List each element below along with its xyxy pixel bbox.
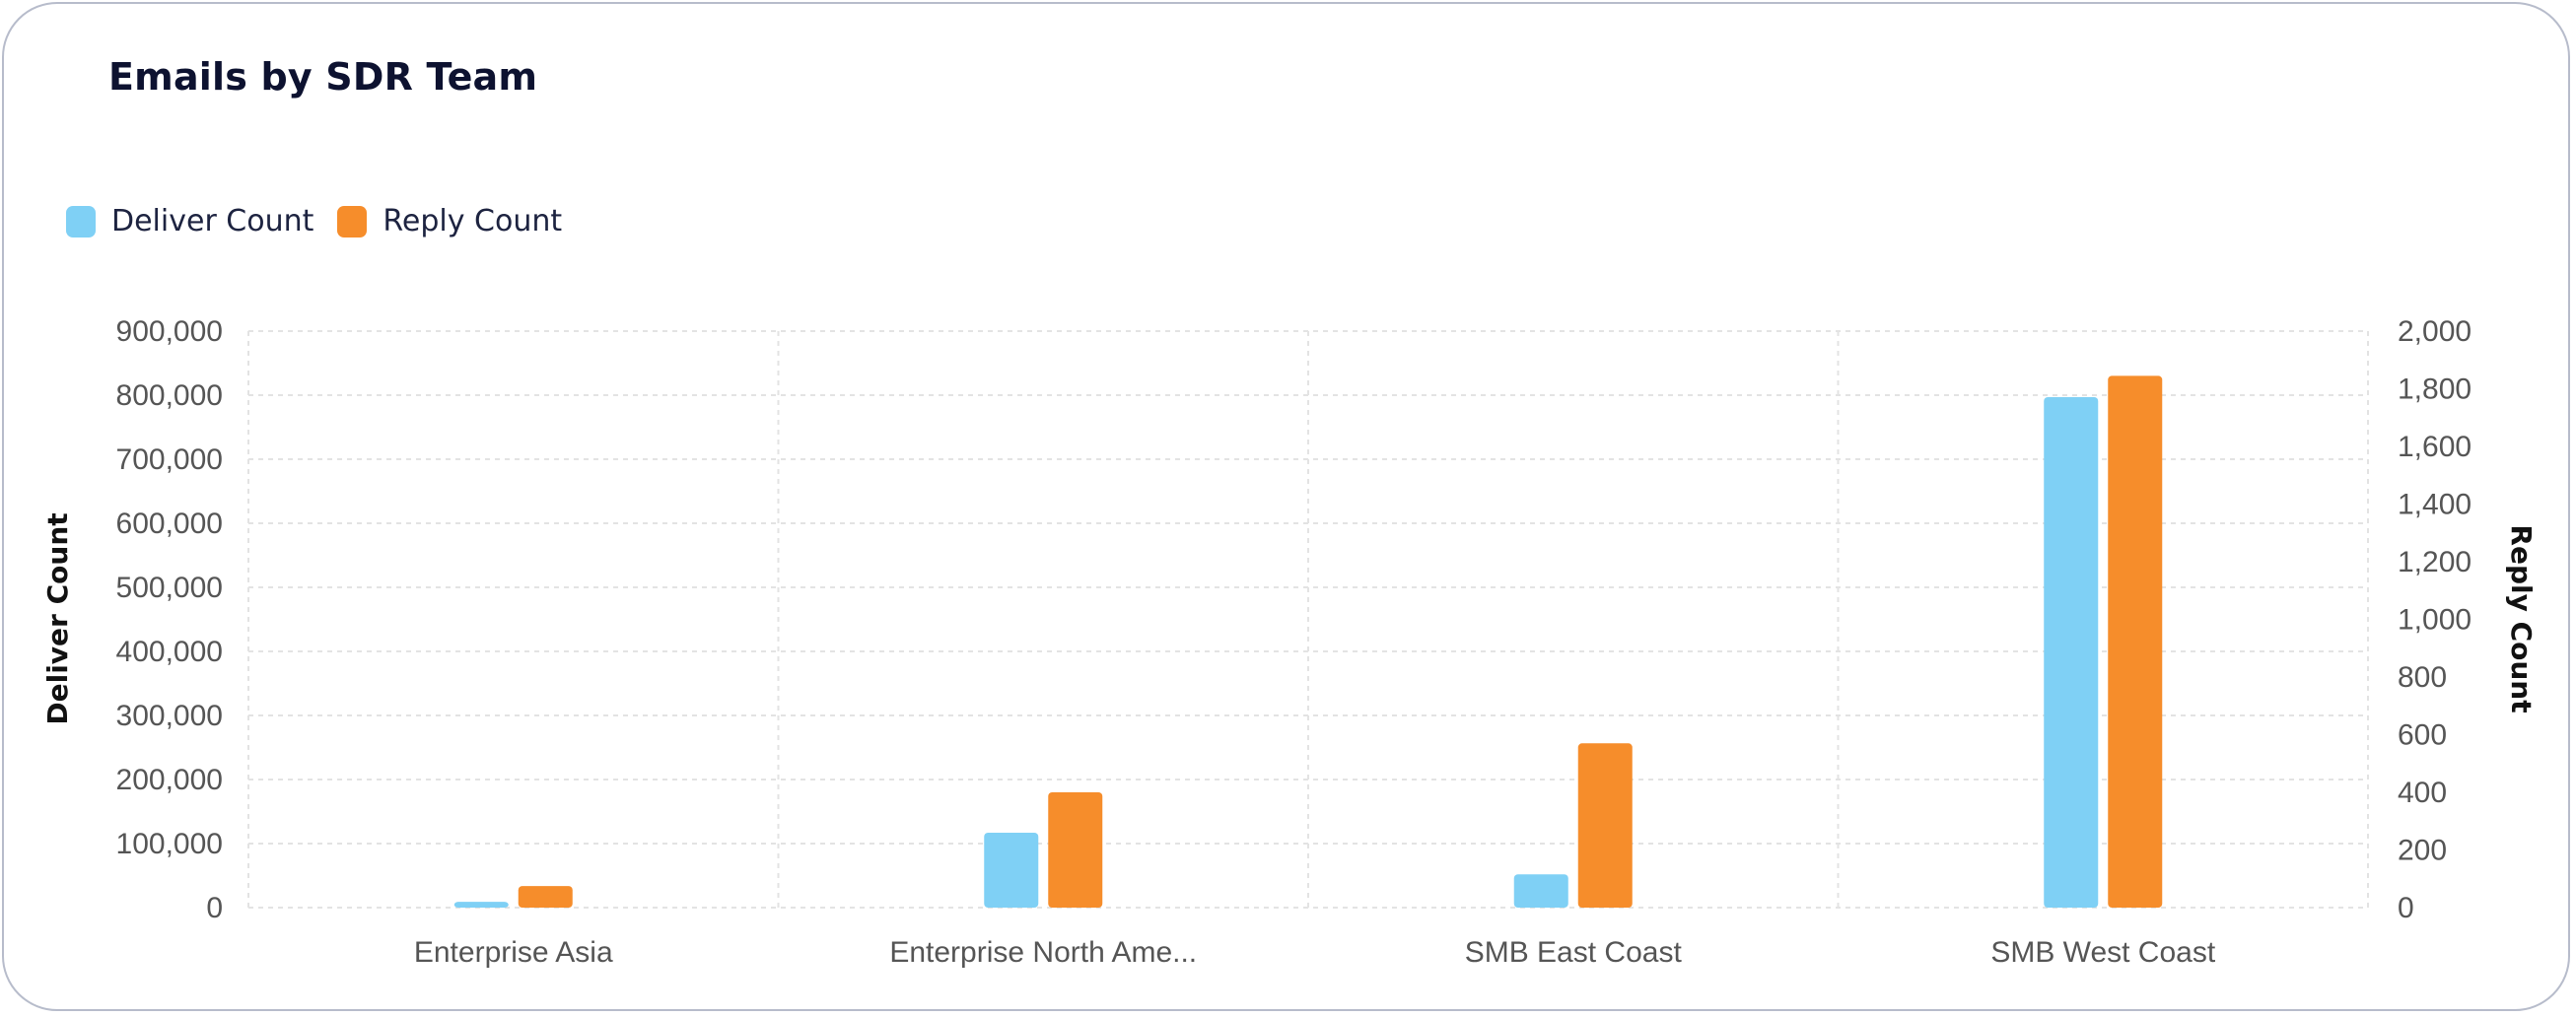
y-right-tick-label: 2,000 (2398, 315, 2472, 348)
bar-deliver-count[interactable] (453, 902, 509, 908)
y-right-tick-label: 600 (2398, 719, 2447, 752)
legend-label-reply: Reply Count (383, 204, 563, 238)
y-right-tick-label: 1,800 (2398, 373, 2472, 406)
legend-label-deliver: Deliver Count (111, 204, 314, 238)
bar-reply-count[interactable] (1048, 792, 1103, 908)
legend-swatch-deliver (66, 205, 96, 237)
y-left-tick-label: 0 (206, 892, 223, 924)
x-category-label: SMB West Coast (1990, 936, 2216, 969)
y-left-tick-label: 400,000 (116, 636, 223, 668)
x-category-label: Enterprise North Ame... (889, 936, 1197, 969)
legend-swatch-reply (337, 205, 368, 237)
y-right-tick-label: 0 (2398, 892, 2414, 924)
y-left-tick-label: 800,000 (116, 379, 223, 412)
y-right-tick-label: 1,000 (2398, 604, 2472, 637)
y-left-tick-label: 500,000 (116, 572, 223, 604)
legend: Deliver Count Reply Count (66, 204, 586, 238)
y-left-tick-label: 900,000 (116, 315, 223, 348)
bar-reply-count[interactable] (518, 886, 573, 908)
y-right-tick-label: 1,400 (2398, 489, 2472, 521)
y-left-tick-label: 200,000 (116, 764, 223, 796)
x-category-label: Enterprise Asia (414, 936, 613, 969)
y-right-tick-label: 200 (2398, 835, 2447, 867)
y-left-axis-title: Deliver Count (41, 512, 74, 724)
y-right-tick-label: 400 (2398, 777, 2447, 809)
legend-item-reply-count[interactable]: Reply Count (337, 204, 562, 238)
y-right-tick-label: 800 (2398, 661, 2447, 694)
y-right-tick-label: 1,600 (2398, 431, 2472, 463)
y-right-tick-label: 1,200 (2398, 546, 2472, 578)
chart-title: Emails by SDR Team (108, 55, 538, 99)
legend-item-deliver-count[interactable]: Deliver Count (66, 204, 313, 238)
y-left-tick-label: 700,000 (116, 443, 223, 476)
bar-reply-count[interactable] (2108, 375, 2163, 908)
bar-deliver-count[interactable] (2044, 396, 2099, 908)
y-left-tick-label: 100,000 (116, 828, 223, 860)
y-right-axis-title: Reply Count (2505, 524, 2538, 712)
bar-reply-count[interactable] (1577, 743, 1633, 908)
x-category-label: SMB East Coast (1465, 936, 1683, 969)
bar-deliver-count[interactable] (984, 832, 1039, 908)
y-left-tick-label: 300,000 (116, 700, 223, 732)
bar-deliver-count[interactable] (1513, 874, 1568, 908)
y-left-tick-label: 600,000 (116, 508, 223, 540)
